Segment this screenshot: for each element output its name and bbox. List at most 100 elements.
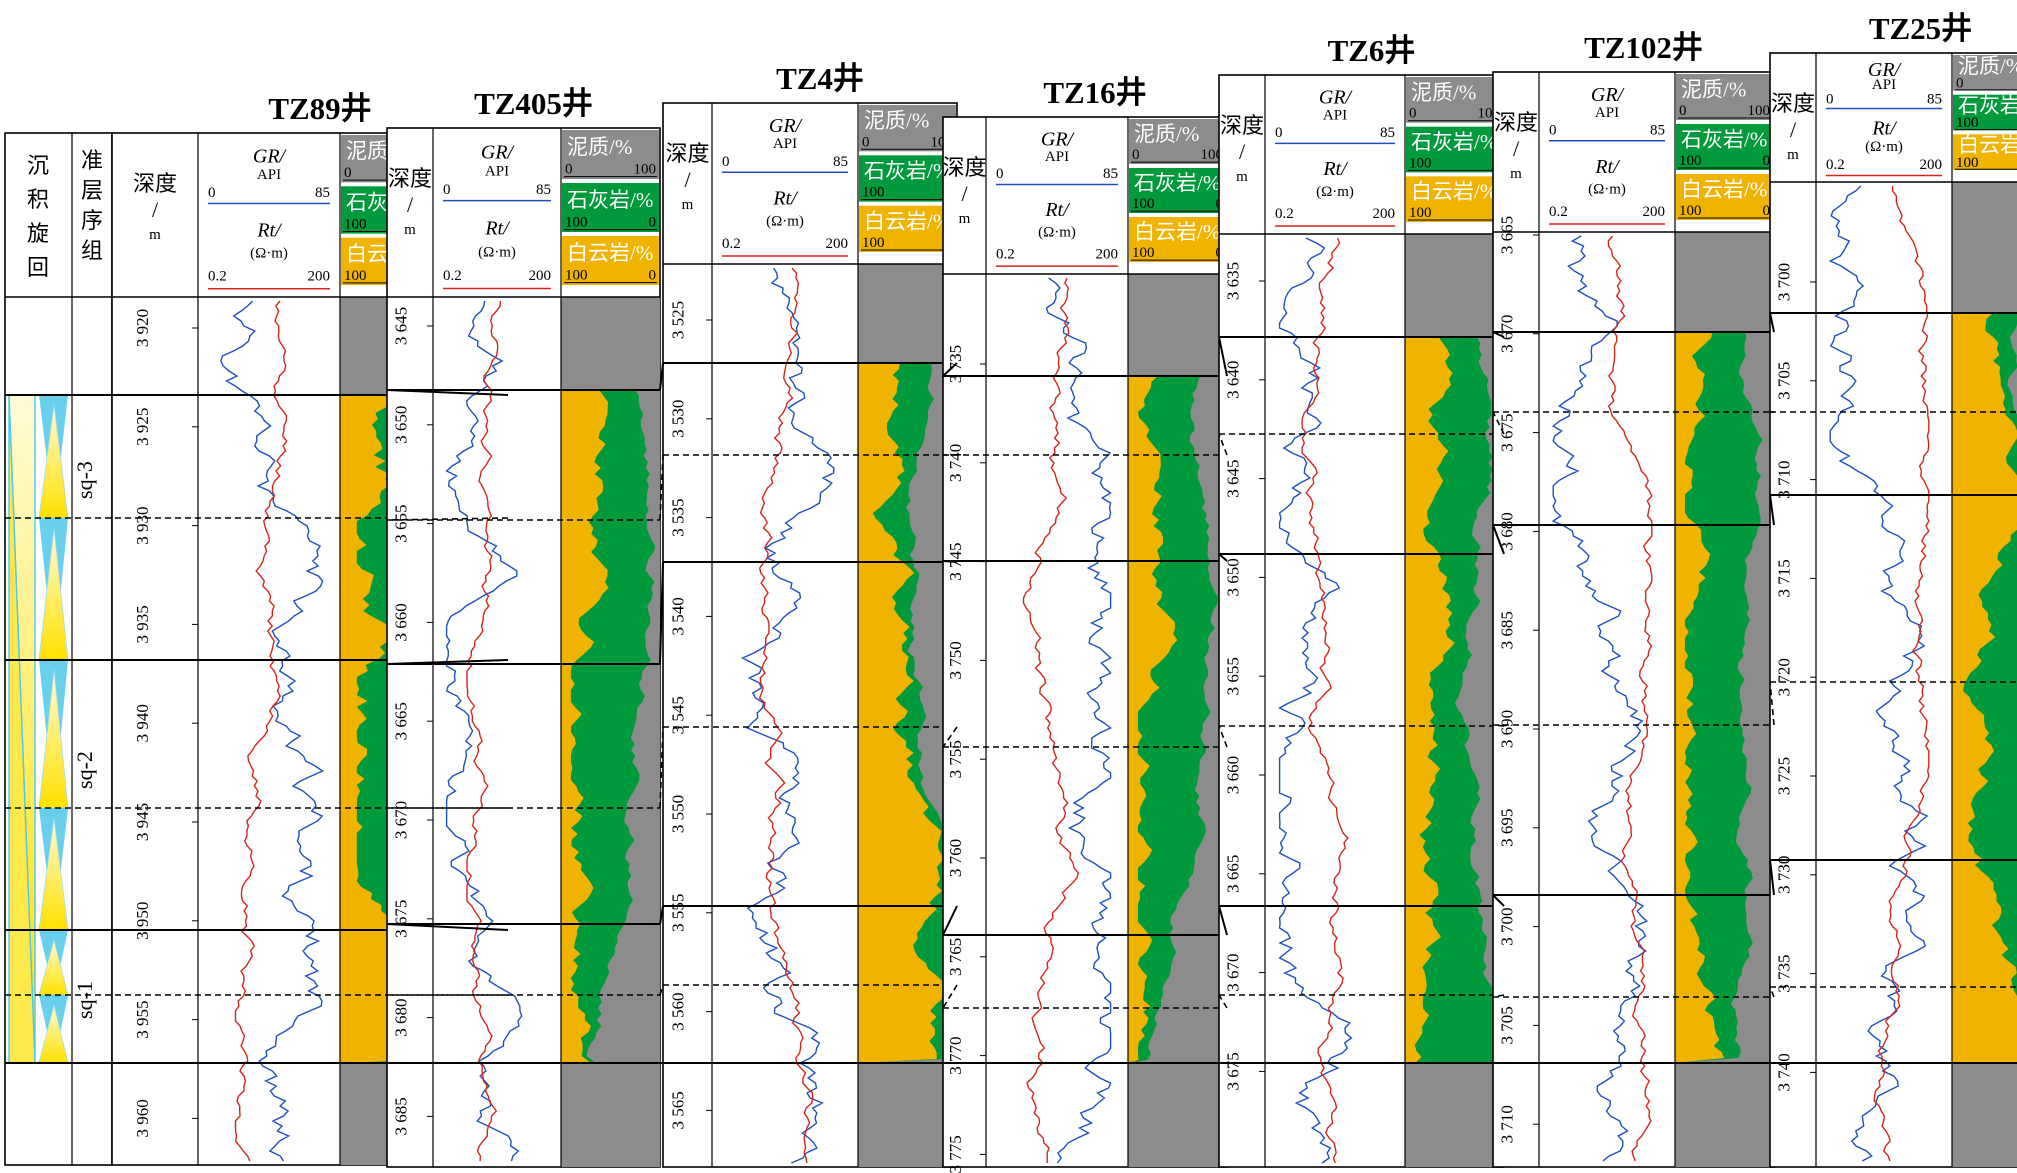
lith-dolomite-area xyxy=(561,390,609,1063)
depth-tick-label: 3 695 xyxy=(1497,809,1516,847)
depth-header-unit: m xyxy=(959,211,971,227)
correlation-line-sequence xyxy=(659,905,664,925)
legend-label-lime: 石灰岩/% xyxy=(1411,130,1497,154)
rt-scale-max: 200 xyxy=(308,269,331,285)
rt-curve xyxy=(234,300,288,1162)
gr-curve xyxy=(1828,185,1929,1162)
depth-tick-label: 3 540 xyxy=(669,597,688,635)
cycle-header-char: 旋 xyxy=(27,221,49,246)
legend-box-dolo xyxy=(1676,174,1773,220)
depth-header-unit: m xyxy=(404,222,416,238)
depth-tick-label: 3 530 xyxy=(669,400,688,438)
depth-tick-label: 3 655 xyxy=(1223,657,1242,695)
legend-scale-min-dolo: 100 xyxy=(862,235,885,251)
depth-tick-label: 3 950 xyxy=(133,902,152,940)
depth-header: 深度 xyxy=(942,155,986,180)
legend-box-mud xyxy=(562,130,659,179)
depth-tick-label: 3 925 xyxy=(133,408,152,446)
gr-curve xyxy=(1551,235,1649,1162)
rt-scale-max: 200 xyxy=(826,236,849,252)
depth-tick-label: 3 665 xyxy=(391,702,410,740)
legend-label-lime: 石灰岩/% xyxy=(864,159,950,183)
rt-scale-min: 0.2 xyxy=(996,246,1015,262)
gr-scale-min: 0 xyxy=(208,185,216,201)
depth-header: 深度 xyxy=(665,141,709,166)
depth-tick-label: 3 710 xyxy=(1774,460,1793,498)
rt-scale-min: 0.2 xyxy=(443,268,462,284)
well-title: TZ6井 xyxy=(1328,33,1416,68)
legend-scale-max-lime: 0 xyxy=(1763,153,1771,169)
legend-box-mud xyxy=(1676,74,1773,120)
depth-tick-label: 3 685 xyxy=(391,1097,410,1135)
gr-scale-max: 85 xyxy=(1927,91,1942,107)
depth-tick-label: 3 550 xyxy=(669,795,688,833)
well-title: TZ89井 xyxy=(268,91,371,126)
depth-header-slash: / xyxy=(407,192,414,217)
gr-label: GR/ xyxy=(481,141,516,163)
gr-label: GR/ xyxy=(1041,128,1076,150)
gr-label: GR/ xyxy=(769,115,804,137)
well-6 xyxy=(1492,71,1775,1168)
rt-unit: (Ω·m) xyxy=(1316,184,1354,200)
gr-curve xyxy=(1278,237,1353,1164)
depth-header-slash: / xyxy=(1513,136,1520,161)
legend-box-lime xyxy=(562,183,659,232)
depth-tick-label: 3 670 xyxy=(391,801,410,839)
sequence-label: sq-3 xyxy=(72,461,97,499)
rt-unit: (Ω·m) xyxy=(478,244,516,260)
legend-label-lime: 石灰岩/% xyxy=(1958,94,2017,118)
depth-tick-label: 3 675 xyxy=(391,900,410,938)
well-3 xyxy=(662,102,958,1168)
correlation-line-sequence xyxy=(942,362,958,377)
correlation-line-sequence xyxy=(386,923,509,931)
legend-scale-min-lime: 100 xyxy=(344,216,367,232)
correlation-line-sequence xyxy=(1218,553,1228,562)
depth-tick-label: 3 945 xyxy=(133,803,152,841)
legend-box-dolo xyxy=(1406,176,1503,222)
rt-curve xyxy=(1301,237,1349,1164)
lith-dolomite-area xyxy=(1128,376,1178,1063)
rt-scale-min: 0.2 xyxy=(1275,206,1294,222)
rt-scale-max: 200 xyxy=(1096,246,1119,262)
correlation-line-sequence xyxy=(942,905,958,936)
rt-curve xyxy=(758,267,814,1164)
rt-scale-max: 200 xyxy=(1643,204,1666,220)
depth-tick-label: 3 650 xyxy=(391,406,410,444)
correlation-line-sequence xyxy=(1492,524,1505,555)
depth-tick-label: 3 525 xyxy=(669,301,688,339)
well-title: TZ4井 xyxy=(776,61,864,96)
depth-tick-label: 3 765 xyxy=(946,938,965,976)
depth-tick-label: 3 700 xyxy=(1774,263,1793,301)
well-title: TZ16井 xyxy=(1043,75,1146,110)
seq-header-char: 层 xyxy=(81,178,103,203)
gr-scale-max: 85 xyxy=(1103,166,1118,182)
correlation-line-parasequence xyxy=(942,984,958,1009)
rt-scale-min: 0.2 xyxy=(722,236,741,252)
gr-label: GR/ xyxy=(253,146,288,168)
depth-tick-label: 3 650 xyxy=(1223,558,1242,596)
legend-label-mud: 泥质/% xyxy=(1681,78,1746,102)
legend-label-dolo: 白云岩/% xyxy=(1134,220,1220,244)
gr-unit: API xyxy=(257,167,281,183)
rt-unit: (Ω·m) xyxy=(1865,139,1903,155)
stratigraphy-columns xyxy=(4,132,113,1166)
depth-header-unit: m xyxy=(1787,147,1799,163)
depth-tick-label: 3 645 xyxy=(1223,459,1242,497)
correlation-line-sequence xyxy=(659,561,664,665)
lith-dolomite-area xyxy=(1952,313,2017,1063)
legend-scale-min-mud: 0 xyxy=(344,165,352,181)
legend-scale-min-lime: 100 xyxy=(565,214,588,230)
legend-box-lime xyxy=(1406,126,1503,173)
depth-tick-label: 3 770 xyxy=(946,1036,965,1074)
correlation-line-sequence xyxy=(1492,331,1505,338)
rt-unit: (Ω·m) xyxy=(1588,182,1626,198)
cycle-header-char: 沉 xyxy=(27,153,49,178)
lith-dolomite-area xyxy=(1675,332,1725,1063)
depth-tick-label: 3 670 xyxy=(1223,953,1242,991)
depth-tick-label: 3 930 xyxy=(133,506,152,544)
legend-scale-min-lime: 100 xyxy=(862,185,885,201)
depth-tick-label: 3 715 xyxy=(1774,559,1793,597)
depth-tick-label: 3 660 xyxy=(391,603,410,641)
depth-tick-label: 3 740 xyxy=(1774,1053,1793,1091)
